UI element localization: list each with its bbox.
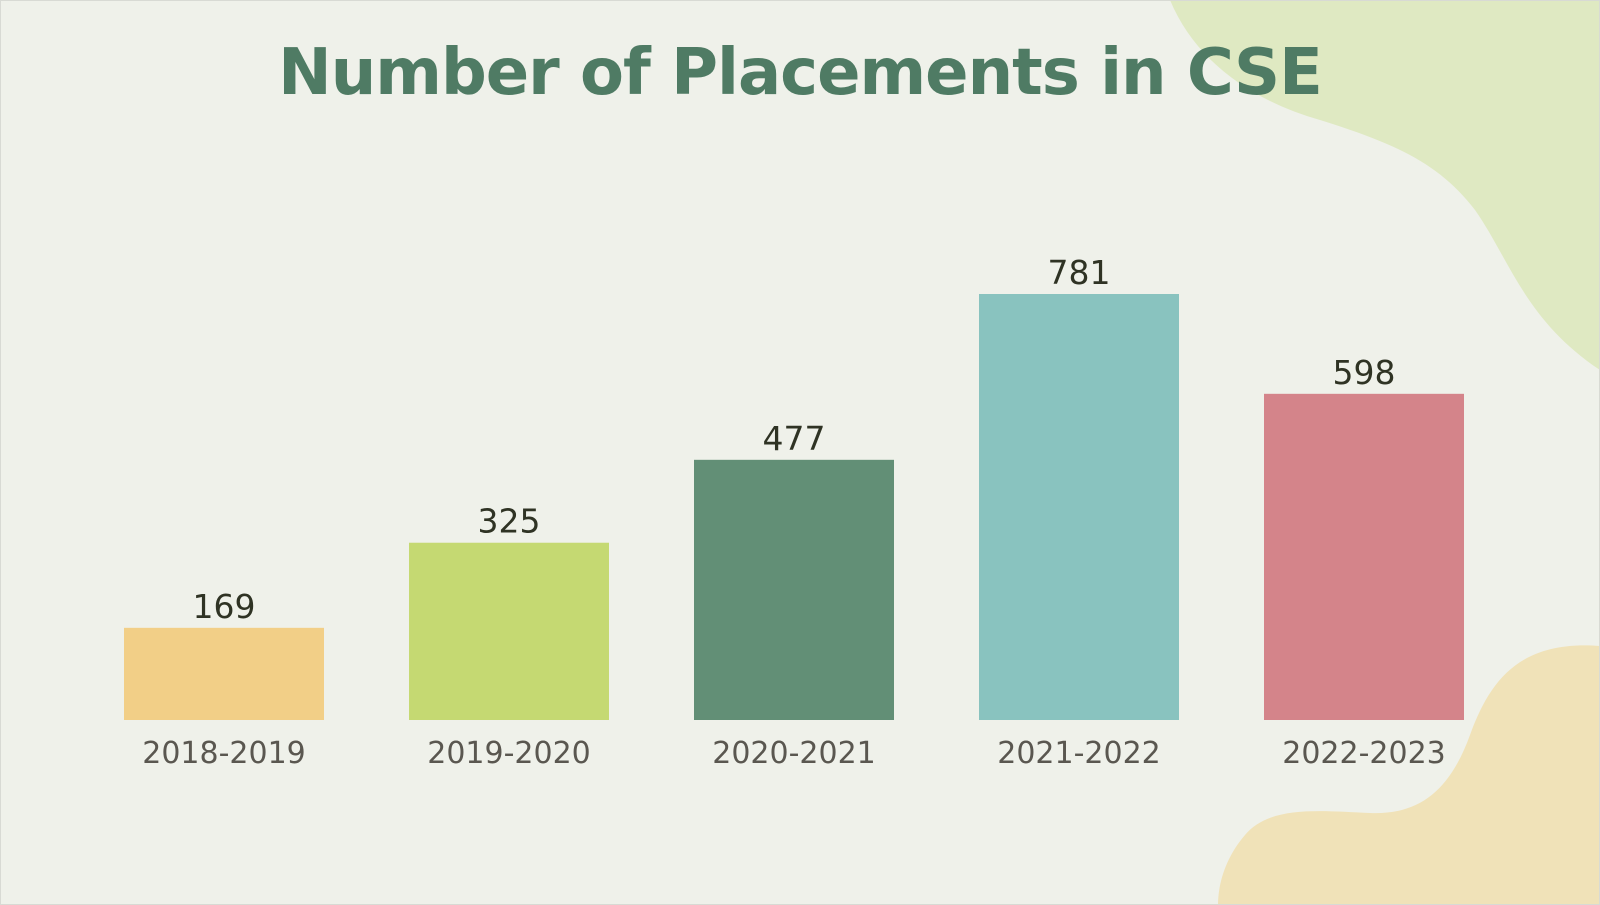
category-label: 2020-2021 <box>712 736 876 771</box>
bar-2020-2021 <box>694 459 894 720</box>
bar-2018-2019 <box>124 627 324 720</box>
bar-2022-2023 <box>1264 393 1464 720</box>
bar-2021-2022 <box>979 294 1179 720</box>
category-label: 2022-2023 <box>1282 736 1446 771</box>
chart-title: Number of Placements in CSE <box>278 36 1323 110</box>
value-label: 169 <box>193 587 256 626</box>
value-label: 781 <box>1048 253 1111 292</box>
value-label: 477 <box>763 419 826 458</box>
category-label: 2018-2019 <box>142 736 306 771</box>
bar-2019-2020 <box>409 542 609 720</box>
value-label: 325 <box>478 502 541 541</box>
category-label: 2019-2020 <box>427 736 591 771</box>
value-label: 598 <box>1333 353 1396 392</box>
category-label: 2021-2022 <box>997 736 1161 771</box>
